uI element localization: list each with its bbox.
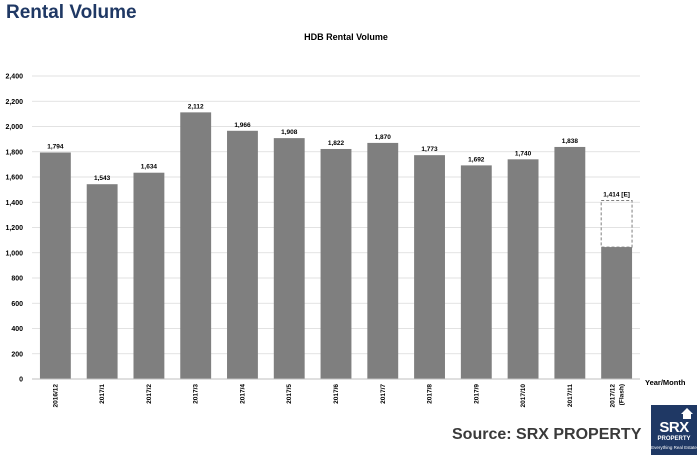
x-tick-label: 2017/3 [193, 384, 200, 404]
x-tick-label: 2017/9 [473, 384, 480, 404]
page-title: Rental Volume [6, 2, 137, 23]
y-tick-label: 400 [11, 326, 23, 333]
bar [227, 130, 258, 379]
logo-tagline: Everything Real Estate [651, 445, 697, 450]
house-icon [681, 408, 693, 414]
bar [180, 112, 212, 380]
y-tick-label: 0 [19, 377, 23, 384]
bar [320, 148, 352, 379]
x-axis-label: Year/Month [645, 378, 686, 387]
estimate-box [600, 199, 633, 248]
x-tick-label: 2017/10 [520, 384, 527, 408]
bar [460, 165, 492, 379]
bar-data-label: 1,692 [468, 156, 485, 163]
x-tick-label: 2017/4 [239, 384, 246, 404]
bar-data-label: 1,908 [281, 129, 298, 136]
bar [367, 142, 399, 379]
bar-labels: 1,794 1,543 1,634 2,112 1,966 1,908 1,822 1,870… [47, 103, 630, 198]
logo-main-text: SRX [659, 419, 689, 436]
x-tick-label: 2017/2 [146, 384, 153, 404]
y-tick-label: 1,400 [5, 200, 23, 207]
bar [133, 172, 165, 379]
y-axis: 0 200 400 600 800 1,000 1,200 1,400 1,600 1,800 2,… [5, 74, 23, 384]
bar-data-label: 1,543 [94, 175, 111, 182]
x-tick-label: 2017/12 (Flash) [610, 384, 626, 408]
y-tick-label: 600 [11, 301, 23, 308]
bar [507, 159, 539, 379]
x-tick-label: 2017/11 [567, 384, 574, 408]
y-tick-label: 1,800 [5, 149, 23, 156]
bar-data-label: 1,838 [562, 138, 579, 145]
bar [554, 146, 586, 379]
y-tick-label: 800 [11, 276, 23, 283]
chart-title: HDB Rental Volume [304, 32, 388, 42]
source-credit: Source: SRX PROPERTY [452, 426, 642, 443]
estimate-label: 1,414 [E] [603, 191, 630, 198]
bar-data-label: 1,794 [47, 144, 64, 151]
bar-data-label: 1,870 [375, 134, 392, 141]
logo-sub-text: PROPERTY [657, 436, 691, 442]
y-tick-label: 200 [11, 351, 23, 358]
bar-data-label: 1,773 [421, 146, 438, 153]
bar [39, 152, 71, 379]
bar [601, 247, 633, 379]
x-tick-label: 2017/6 [333, 384, 340, 404]
bar [273, 138, 305, 379]
bar-data-label: 1,634 [141, 164, 158, 171]
x-tick-label: 2016/12 [52, 384, 59, 408]
y-tick-label: 1,600 [5, 175, 23, 182]
bar-data-label: 1,740 [515, 150, 532, 157]
bar-data-label: 2,112 [188, 103, 204, 110]
y-tick-label: 2,000 [5, 124, 23, 131]
bar-data-label: 1,822 [328, 140, 345, 147]
x-tick-label: 2017/1 [99, 384, 106, 404]
bar-data-label: 1,966 [234, 122, 251, 129]
y-tick-label: 2,200 [5, 99, 23, 106]
x-tick-label: 2017/5 [286, 384, 293, 404]
y-tick-label: 1,000 [5, 250, 23, 257]
x-tick-label: 2017/8 [427, 384, 434, 404]
bars [39, 112, 633, 380]
y-tick-label: 1,200 [5, 225, 23, 232]
x-tick-label: 2017/7 [380, 384, 387, 404]
bar [414, 155, 445, 379]
bar [86, 184, 118, 379]
y-tick-label: 2,400 [5, 74, 23, 81]
srx-logo: SRX PROPERTY Everything Real Estate [651, 405, 697, 455]
x-axis: 2016/12 2017/1 2017/2 2017/3 2017/4 2017/5 201… [52, 384, 625, 408]
